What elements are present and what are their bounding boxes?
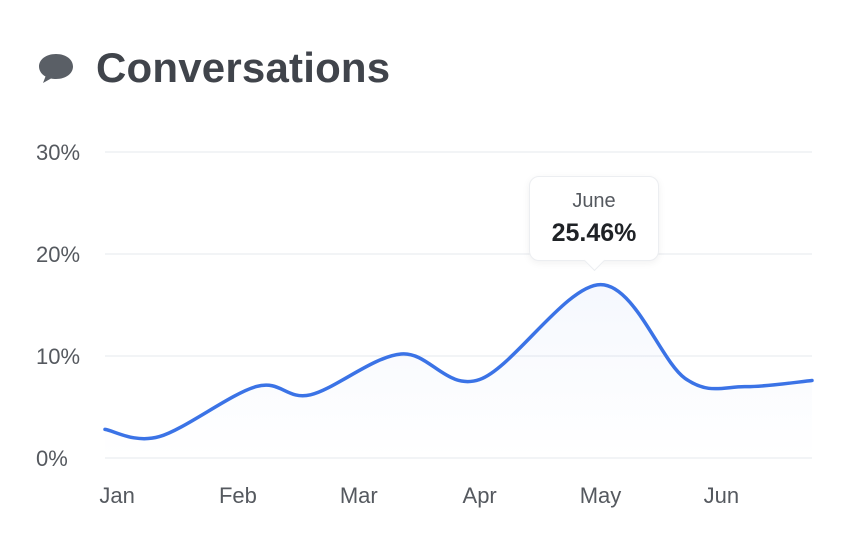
speech-bubble-icon [36, 48, 76, 88]
chart-title: Conversations [96, 44, 391, 91]
x-tick-label: Feb [219, 483, 257, 508]
tooltip-label: June [572, 190, 616, 212]
tooltip-value: 25.46% [551, 219, 637, 247]
chart-tooltip: June 25.46% [529, 176, 659, 261]
x-tick-label: Apr [463, 483, 497, 508]
y-tick-label: 30% [36, 140, 80, 165]
series-area [105, 284, 812, 458]
x-tick-label: Jun [704, 483, 739, 508]
y-tick-label: 0% [36, 446, 68, 471]
x-tick-label: Mar [340, 483, 378, 508]
x-tick-label: May [580, 483, 622, 508]
y-tick-label: 10% [36, 344, 80, 369]
y-tick-label: 20% [36, 242, 80, 267]
card-header: Conversations [36, 40, 390, 96]
x-tick-label: Jan [99, 483, 134, 508]
series-line [103, 282, 814, 441]
